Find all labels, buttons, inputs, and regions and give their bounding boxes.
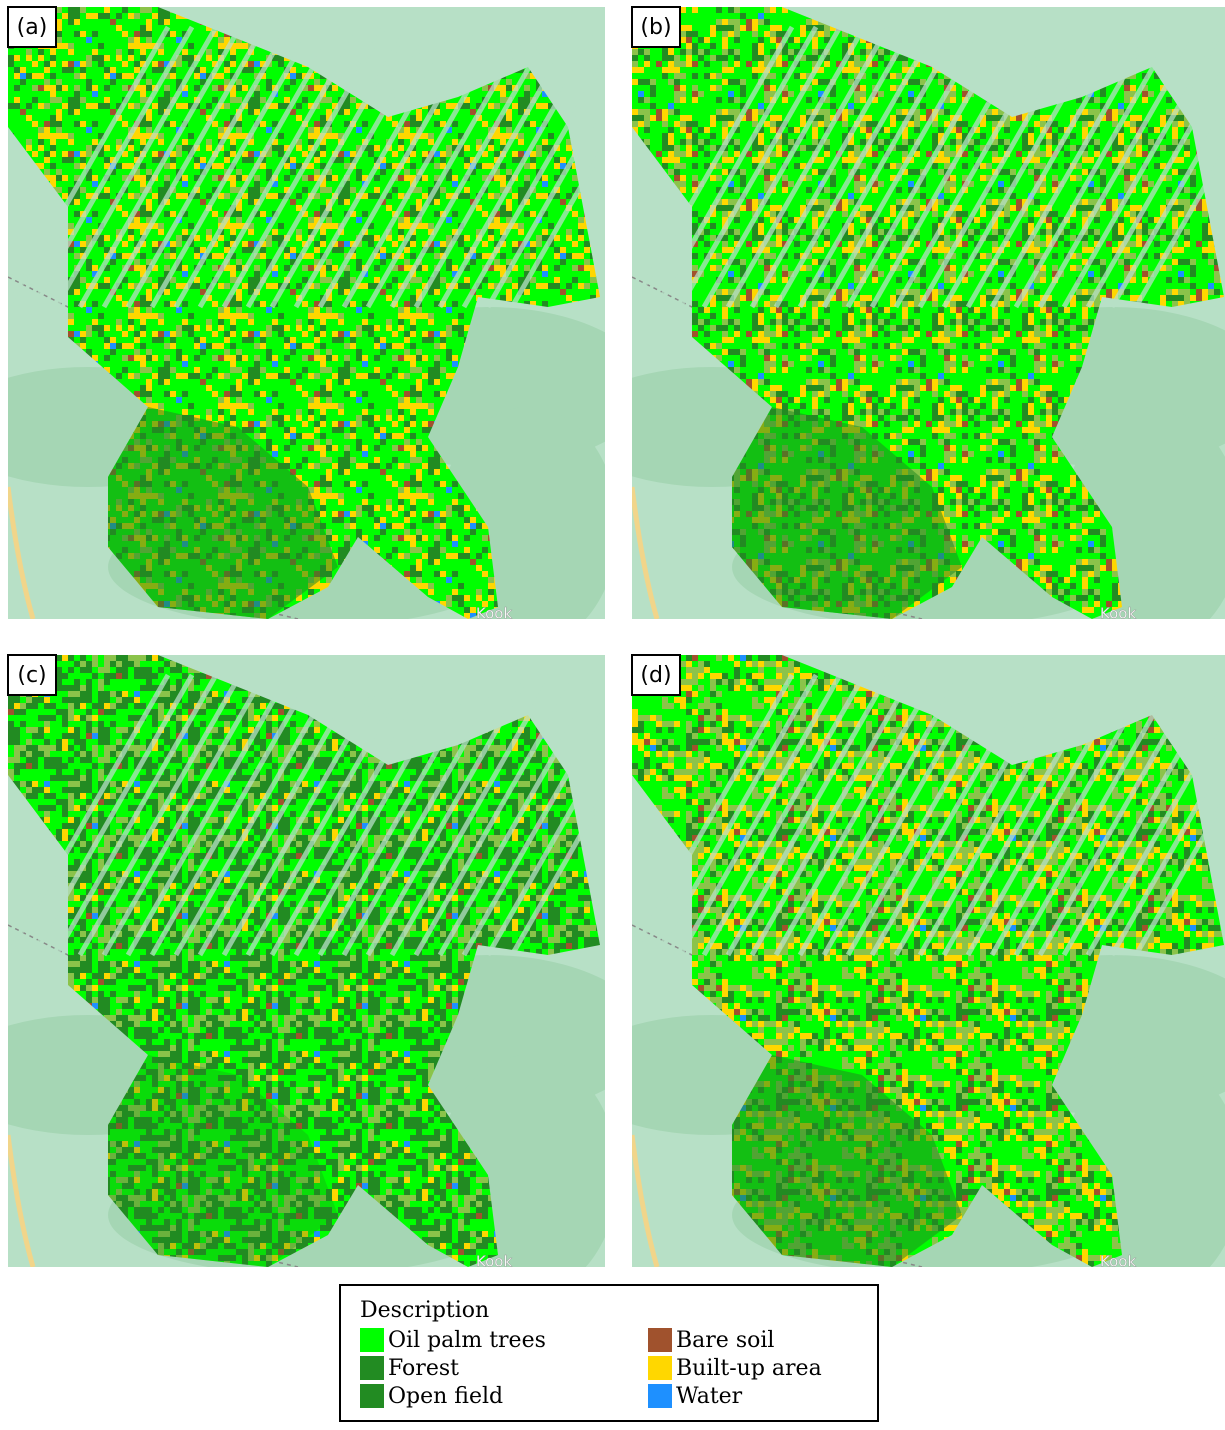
legend-swatch [648, 1384, 672, 1408]
panels: Kook (a) Kook (b) Kook (c) Kook (d) [0, 7, 1225, 1295]
place-name: Kook [476, 1253, 512, 1271]
map: Kook [572, 655, 1225, 1295]
legend-label: Water [676, 1384, 743, 1409]
legend-swatch [360, 1384, 384, 1408]
map: Kook [0, 655, 672, 1295]
legend-title: Description [360, 1298, 489, 1323]
map: Kook [0, 7, 672, 647]
legend: Description Oil palm trees Forest Open fie… [340, 1285, 878, 1421]
panel-label: (d) [640, 663, 671, 688]
figure: Kook (a) Kook (b) Kook (c) Kook (d) Description… [0, 0, 1225, 1426]
place-name: Kook [1100, 1253, 1136, 1271]
legend-label: Oil palm trees [388, 1328, 546, 1353]
place-name: Kook [476, 605, 512, 623]
panel-label: (b) [640, 15, 671, 40]
legend-swatch [360, 1356, 384, 1380]
legend-swatch [648, 1328, 672, 1352]
legend-label: Built-up area [676, 1356, 822, 1381]
map-panel: Kook (b) [572, 7, 1225, 647]
legend-swatch [360, 1328, 384, 1352]
map: Kook [572, 7, 1225, 647]
legend-swatch [648, 1356, 672, 1380]
map-panel: Kook (d) [572, 655, 1225, 1295]
panel-label: (a) [17, 15, 48, 40]
legend-label: Open field [388, 1384, 503, 1409]
map-panel: Kook (a) [0, 7, 672, 647]
place-name: Kook [1100, 605, 1136, 623]
panel-label: (c) [17, 663, 46, 688]
map-panel: Kook (c) [0, 655, 672, 1295]
legend-label: Bare soil [676, 1328, 774, 1353]
legend-label: Forest [388, 1356, 459, 1381]
